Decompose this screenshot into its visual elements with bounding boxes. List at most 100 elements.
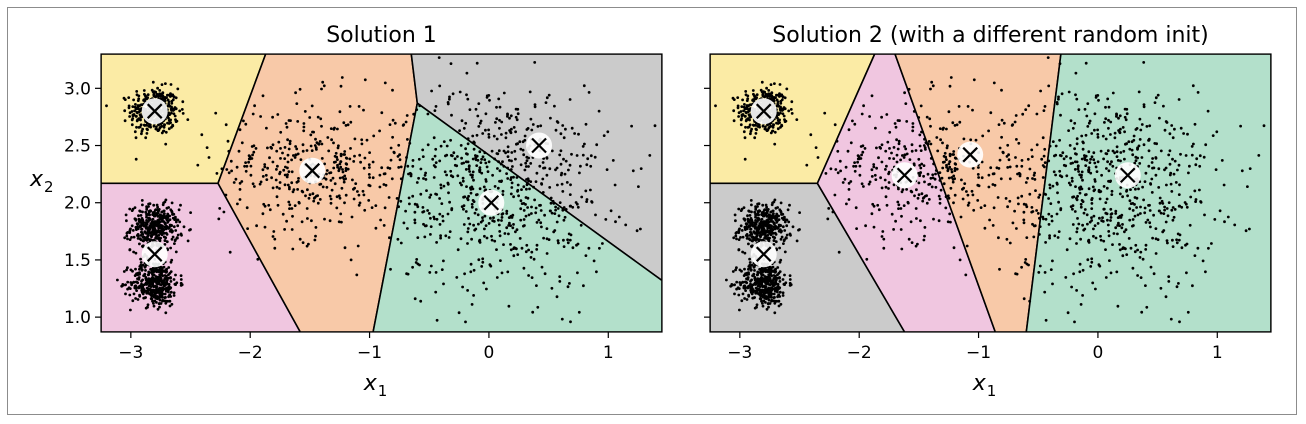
- data-point: [749, 132, 752, 136]
- data-point: [1075, 289, 1078, 292]
- data-point: [851, 119, 854, 123]
- data-point: [758, 271, 762, 274]
- data-point: [778, 246, 781, 250]
- data-point: [774, 274, 777, 278]
- centroid-cross: [304, 162, 321, 179]
- data-point: [1092, 234, 1095, 238]
- data-point: [474, 227, 478, 231]
- data-point: [138, 242, 141, 246]
- data-point: [579, 223, 583, 227]
- data-point: [244, 169, 248, 173]
- data-point: [479, 119, 483, 123]
- data-point: [268, 208, 272, 212]
- data-point: [1186, 310, 1190, 314]
- data-point: [310, 104, 314, 108]
- centroid-marker: [750, 241, 777, 268]
- data-point: [733, 292, 736, 296]
- data-point: [554, 128, 558, 132]
- data-point: [147, 220, 150, 223]
- data-point: [919, 166, 923, 170]
- data-point: [1144, 243, 1148, 247]
- data-point: [1065, 155, 1068, 158]
- data-point: [763, 208, 767, 212]
- data-point: [1001, 150, 1005, 154]
- data-point: [173, 242, 176, 246]
- data-point: [941, 141, 944, 145]
- data-point: [174, 215, 177, 219]
- data-point: [1105, 197, 1109, 201]
- data-point: [295, 147, 299, 151]
- data-point: [459, 144, 463, 147]
- data-point: [611, 159, 615, 162]
- data-point: [758, 225, 762, 229]
- data-point: [774, 233, 778, 236]
- data-point: [1008, 241, 1012, 245]
- data-point: [297, 200, 301, 204]
- data-point: [136, 99, 140, 102]
- data-point: [252, 150, 256, 154]
- data-point: [1168, 162, 1172, 166]
- data-point: [564, 159, 568, 163]
- data-point: [143, 92, 146, 96]
- data-point: [558, 275, 562, 278]
- data-point: [897, 187, 900, 191]
- data-point: [530, 250, 534, 254]
- data-point: [769, 287, 772, 290]
- data-point: [450, 113, 453, 117]
- data-point: [1024, 181, 1028, 184]
- data-point: [293, 204, 297, 208]
- data-point: [288, 139, 292, 143]
- data-point: [1182, 132, 1185, 135]
- data-point: [432, 136, 436, 140]
- data-point: [147, 212, 151, 216]
- data-point: [149, 125, 153, 129]
- data-point: [505, 226, 509, 230]
- data-point: [860, 153, 863, 157]
- data-point: [888, 147, 891, 150]
- data-point: [880, 186, 884, 190]
- data-point: [530, 128, 534, 132]
- data-point: [991, 183, 995, 186]
- data-point: [1136, 213, 1140, 217]
- data-point: [752, 236, 756, 240]
- data-point: [765, 129, 769, 133]
- data-point: [434, 290, 438, 294]
- data-point: [1194, 200, 1197, 204]
- data-point: [1184, 154, 1188, 157]
- data-point: [1075, 142, 1079, 146]
- data-point: [875, 166, 878, 170]
- data-point: [509, 131, 513, 135]
- data-point: [230, 169, 234, 173]
- data-point: [140, 268, 144, 272]
- data-point: [520, 202, 524, 206]
- data-point: [741, 98, 744, 102]
- data-point: [348, 105, 352, 108]
- data-point: [977, 184, 981, 188]
- data-point: [519, 207, 523, 211]
- data-point: [1073, 168, 1077, 171]
- data-point: [1010, 124, 1014, 127]
- data-point: [922, 144, 926, 147]
- data-point: [1007, 158, 1011, 162]
- data-point: [152, 278, 156, 282]
- data-point: [874, 178, 878, 182]
- data-point: [525, 178, 528, 181]
- data-point: [958, 120, 962, 124]
- data-point: [933, 177, 937, 181]
- data-point: [756, 202, 759, 206]
- data-point: [740, 105, 744, 108]
- data-point: [1075, 97, 1079, 101]
- data-point: [1087, 150, 1091, 154]
- data-point: [140, 129, 144, 133]
- centroid-cross: [146, 246, 163, 262]
- data-point: [743, 218, 747, 222]
- data-point: [1017, 202, 1020, 206]
- data-point: [1107, 118, 1110, 122]
- data-point: [155, 230, 159, 234]
- data-point: [774, 240, 778, 244]
- data-point: [1088, 119, 1092, 123]
- data-point: [291, 190, 295, 194]
- data-point: [131, 229, 135, 232]
- data-point: [1215, 130, 1219, 134]
- data-point: [916, 196, 920, 200]
